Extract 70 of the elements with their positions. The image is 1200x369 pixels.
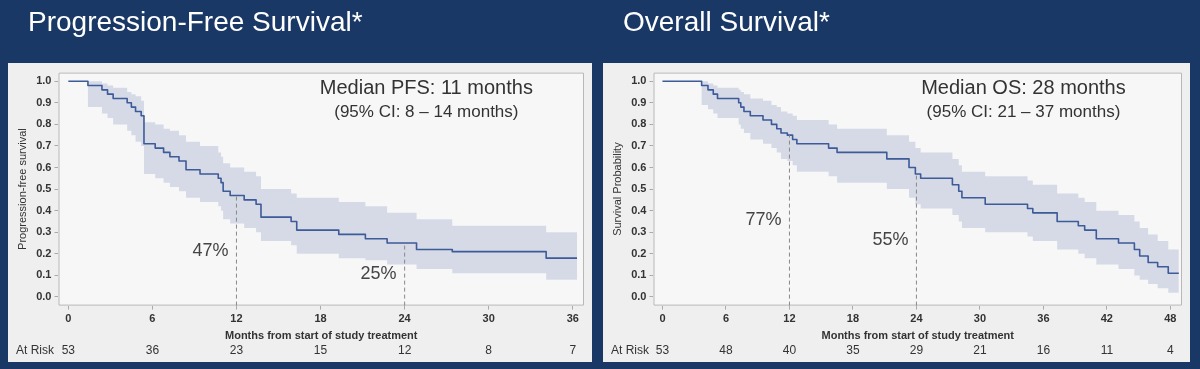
text: 40 bbox=[782, 343, 797, 358]
text: 29 bbox=[909, 343, 924, 358]
y-tick-label: 0.6 bbox=[631, 160, 647, 173]
x-axis-title: Months from start of study treatment bbox=[224, 329, 418, 342]
text: 36 bbox=[145, 343, 160, 358]
x-tick-label: 0 bbox=[659, 312, 666, 325]
y-tick-label: 0.2 bbox=[631, 246, 647, 259]
y-tick-label: 0.5 bbox=[36, 182, 52, 195]
x-tick-label: 48 bbox=[1164, 312, 1177, 325]
y-tick-label: 0.1 bbox=[631, 268, 647, 281]
y-tick-label: 1.0 bbox=[631, 74, 647, 87]
y-tick-label: 0.7 bbox=[631, 138, 647, 151]
text: 23 bbox=[229, 343, 244, 358]
x-tick-label: 18 bbox=[314, 312, 327, 325]
x-tick-label: 18 bbox=[846, 312, 860, 325]
y-tick-label: 0.3 bbox=[36, 225, 52, 238]
text: 15 bbox=[313, 343, 328, 358]
text: At Risk bbox=[611, 343, 650, 358]
y-axis-title: Survival Probability bbox=[610, 141, 623, 236]
text: 12 bbox=[397, 343, 412, 358]
annotation: 55% bbox=[872, 228, 909, 249]
text: 53 bbox=[61, 343, 76, 358]
x-tick-label: 12 bbox=[783, 312, 796, 325]
x-tick-label: 30 bbox=[973, 312, 987, 325]
text: 4 bbox=[1167, 343, 1175, 358]
x-tick-label: 12 bbox=[230, 312, 243, 325]
y-tick-label: 0.5 bbox=[631, 182, 647, 195]
x-tick-label: 24 bbox=[398, 312, 412, 325]
text: 16 bbox=[1036, 343, 1051, 358]
y-tick-label: 0.8 bbox=[36, 117, 52, 130]
text: 7 bbox=[569, 343, 577, 358]
y-tick-label: 0.0 bbox=[631, 290, 647, 302]
annotation: Median PFS: 11 months bbox=[319, 76, 533, 99]
chart-title: Overall Survival* bbox=[623, 6, 830, 38]
x-axis-title: Months from start of study treatment bbox=[821, 329, 1015, 342]
annotation: 77% bbox=[745, 209, 782, 230]
y-tick-label: 0.7 bbox=[36, 138, 52, 151]
y-tick-label: 0.8 bbox=[631, 117, 647, 130]
x-tick-label: 6 bbox=[149, 312, 156, 325]
annotation: 47% bbox=[192, 239, 229, 260]
chart-title: Progression-Free Survival* bbox=[28, 6, 363, 38]
y-tick-label: 0.2 bbox=[36, 246, 52, 259]
y-tick-label: 0.4 bbox=[36, 203, 53, 216]
text: 21 bbox=[973, 343, 987, 358]
y-axis-title: Progression-free survival bbox=[15, 128, 28, 250]
text: 48 bbox=[719, 343, 733, 358]
y-tick-label: 0.9 bbox=[36, 95, 52, 108]
annotation: (95% CI: 8 – 14 months) bbox=[334, 101, 519, 121]
text: 11 bbox=[1100, 343, 1114, 358]
text: 8 bbox=[485, 343, 493, 358]
y-tick-label: 0.4 bbox=[631, 203, 648, 216]
x-tick-label: 24 bbox=[910, 312, 924, 325]
text: At Risk bbox=[16, 343, 55, 358]
x-tick-label: 36 bbox=[566, 312, 579, 325]
x-tick-label: 30 bbox=[482, 312, 495, 325]
text: 53 bbox=[655, 343, 670, 358]
x-tick-label: 6 bbox=[722, 312, 730, 325]
text: 35 bbox=[846, 343, 860, 358]
y-tick-label: 0.9 bbox=[631, 95, 647, 108]
y-tick-label: 0.1 bbox=[36, 268, 52, 281]
annotation: 25% bbox=[360, 263, 397, 284]
y-tick-label: 0.6 bbox=[36, 160, 52, 173]
annotation: (95% CI: 21 – 37 months) bbox=[926, 101, 1121, 121]
y-tick-label: 0.3 bbox=[631, 225, 647, 238]
annotation: Median OS: 28 months bbox=[921, 76, 1126, 99]
y-tick-label: 0.0 bbox=[36, 290, 52, 302]
x-tick-label: 42 bbox=[1100, 312, 1113, 325]
x-tick-label: 36 bbox=[1037, 312, 1050, 325]
x-tick-label: 0 bbox=[65, 312, 72, 325]
y-tick-label: 1.0 bbox=[36, 74, 52, 87]
